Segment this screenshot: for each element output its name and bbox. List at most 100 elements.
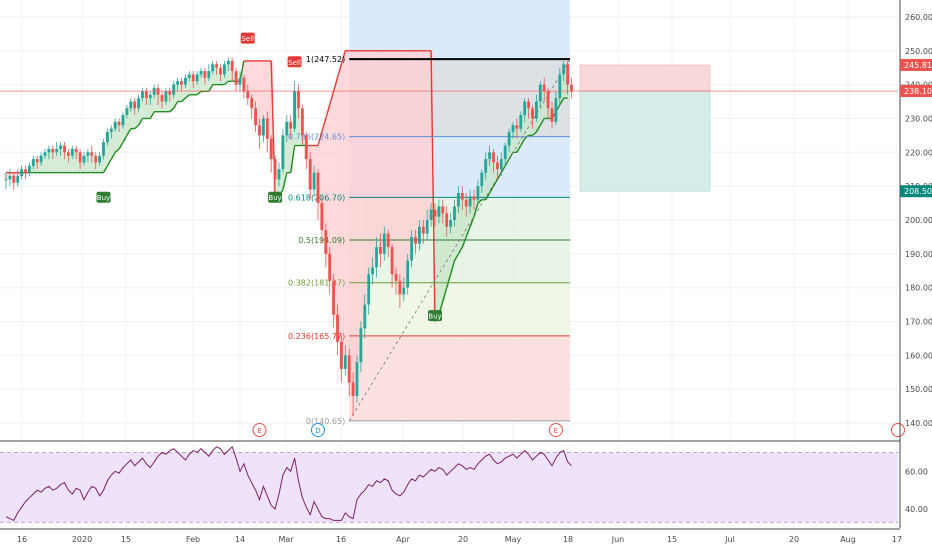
trail-stop-segment	[492, 179, 499, 187]
trail-fill	[433, 216, 438, 322]
candle-body	[55, 148, 59, 153]
candle-body	[129, 101, 133, 109]
x-tick-label: Mar	[278, 535, 294, 544]
candle-body	[546, 91, 550, 109]
trail-fill	[284, 121, 290, 173]
trail-stop-segment	[442, 287, 448, 302]
trail-fill	[70, 148, 75, 173]
candle-body	[277, 169, 281, 180]
trail-stop-segment	[473, 202, 479, 217]
trail-fill	[487, 152, 492, 193]
fib-label: 0(140.65)	[306, 417, 345, 426]
trail-fill	[74, 152, 79, 173]
candle-body	[375, 247, 378, 268]
trail-stop-segment	[126, 128, 132, 136]
candle-body	[359, 328, 363, 363]
candle-body	[203, 71, 207, 78]
candle-body	[503, 145, 507, 160]
trail-stop-segment	[290, 145, 296, 173]
trail-stop-segment	[196, 90, 202, 96]
candle-body	[160, 94, 164, 102]
candle-body	[24, 169, 27, 173]
candle-body	[51, 148, 55, 153]
candle-body	[250, 98, 254, 109]
trail-stop-segment	[535, 124, 541, 133]
trail-fill	[440, 213, 446, 302]
candle-body	[254, 108, 257, 126]
trail-stop-segment	[223, 80, 229, 86]
x-tick-label: Jul	[724, 535, 735, 544]
candle-body	[20, 169, 23, 176]
trail-fill	[335, 77, 340, 342]
buy-signal	[428, 310, 442, 322]
candle-body	[457, 192, 460, 207]
trail-stop-segment	[282, 172, 288, 190]
candle-body	[180, 81, 183, 85]
candle-body	[445, 213, 449, 227]
trail-fill	[491, 162, 496, 187]
candle-body	[301, 108, 304, 136]
candle-body	[441, 206, 445, 214]
event-marker	[311, 423, 325, 437]
trail-stop-segment	[516, 145, 522, 153]
trail-fill	[179, 84, 184, 102]
candle-body	[379, 247, 382, 254]
trail-fill	[417, 50, 422, 227]
candle-body	[82, 155, 86, 163]
trail-fill	[152, 88, 157, 112]
candle-body	[43, 152, 47, 156]
trail-stop-segment	[488, 185, 495, 194]
candle-body	[234, 71, 238, 85]
candle-body	[35, 159, 39, 163]
trail-stop-segment	[465, 226, 471, 238]
candle-body	[472, 196, 476, 200]
candle-body	[324, 230, 328, 254]
trail-fill	[261, 60, 266, 119]
rsi-line	[5, 445, 572, 522]
candle-body	[113, 121, 117, 129]
price-tag-label: 245.81	[904, 61, 932, 70]
trail-fill	[249, 60, 254, 109]
x-tick-label: 20	[458, 535, 468, 544]
candle-body	[8, 176, 12, 180]
trail-fill	[140, 91, 145, 119]
rsi-tick-label: 40.00	[905, 505, 928, 514]
trail-stop-segment	[430, 50, 436, 322]
candle-body	[289, 121, 293, 129]
x-tick-label: 15	[667, 535, 677, 544]
trail-fill	[386, 50, 391, 248]
candle-body	[538, 84, 542, 102]
candle-body	[148, 94, 152, 99]
candle-body	[70, 148, 74, 156]
trail-fill	[378, 50, 383, 254]
candle-body	[141, 91, 144, 99]
candle-body	[223, 64, 226, 75]
trail-stop-segment	[325, 104, 331, 119]
candle-body	[449, 220, 452, 227]
trail-fill	[390, 50, 395, 275]
candle-body	[429, 209, 433, 220]
y-tick-label: 220.00	[905, 148, 932, 157]
trail-fill	[425, 50, 430, 221]
candle-body	[78, 152, 82, 163]
candle-body	[285, 121, 289, 136]
event-marker-label: E	[257, 427, 261, 435]
trail-fill	[46, 148, 52, 173]
trail-fill	[265, 60, 270, 139]
trail-fill	[358, 50, 364, 329]
signal-label: Sell	[288, 59, 301, 67]
fib-zone-4	[349, 335, 570, 421]
candle-body	[464, 199, 468, 207]
trail-stop-segment	[321, 118, 327, 133]
candle-body	[145, 91, 148, 99]
trail-stop-segment	[457, 246, 463, 255]
trail-stop-segment	[122, 135, 128, 143]
candle-body	[390, 247, 394, 275]
candle-body	[433, 209, 437, 217]
trail-stop-segment	[461, 236, 467, 248]
x-tick-label: 16	[336, 535, 346, 544]
trail-fill	[327, 104, 332, 281]
trail-fill	[452, 206, 457, 261]
candle-body	[262, 118, 265, 136]
trail-fill	[448, 220, 453, 275]
